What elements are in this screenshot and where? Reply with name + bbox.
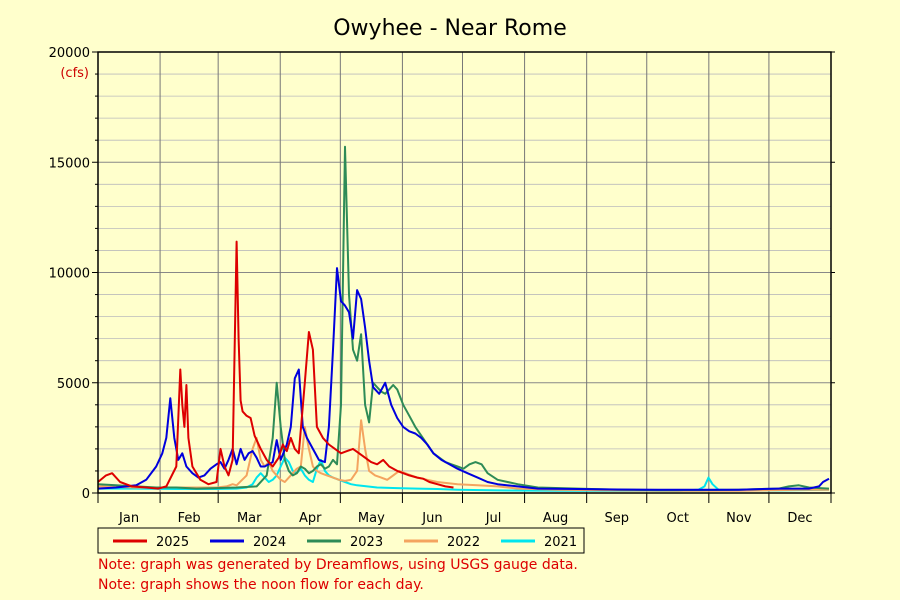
y-axis-unit: (cfs)	[60, 66, 89, 81]
x-tick-label: Jun	[421, 511, 442, 526]
chart-title: Owyhee - Near Rome	[333, 16, 567, 41]
series-line-2025	[97, 240, 454, 490]
x-tick-label: Apr	[299, 511, 322, 526]
x-tick-label: Mar	[237, 511, 262, 526]
y-tick-label: 5000	[57, 377, 90, 392]
x-tick-label: Jan	[118, 511, 139, 526]
legend-label-2021: 2021	[544, 535, 577, 550]
y-tick-label: 10000	[49, 267, 90, 282]
x-tick-label: Dec	[787, 511, 812, 526]
legend-label-2025: 2025	[156, 535, 189, 550]
x-tick-label: Sep	[604, 511, 629, 526]
y-tick-label: 20000	[49, 46, 90, 61]
grid-lines	[98, 52, 831, 493]
series-line-2022	[97, 419, 829, 492]
y-axis: 0 5000 10000 15000 20000	[49, 46, 835, 502]
series-lines	[97, 145, 830, 492]
note-noon-flow: Note: graph shows the noon flow for each…	[98, 577, 424, 593]
x-tick-label: Jul	[485, 511, 502, 526]
x-axis: Jan Feb Mar Apr May Jun Jul Aug Sep Oct Nov Dec	[97, 493, 832, 526]
series-line-2023	[97, 145, 830, 492]
x-tick-label: Feb	[178, 511, 201, 526]
y-tick-label: 15000	[49, 156, 90, 171]
series-line-2024	[97, 267, 830, 491]
note-source: Note: graph was generated by Dreamflows,…	[98, 557, 578, 573]
legend-label-2022: 2022	[447, 535, 480, 550]
legend-label-2024: 2024	[253, 535, 286, 550]
x-tick-label: Aug	[543, 511, 568, 526]
series-line-2021	[98, 456, 830, 492]
y-tick-label: 0	[82, 487, 90, 502]
x-tick-label: May	[358, 511, 385, 526]
x-tick-label: Oct	[667, 511, 689, 526]
legend-label-2023: 2023	[350, 535, 383, 550]
legend: 2025 2024 2023 2022 2021	[97, 527, 585, 554]
x-tick-label: Nov	[726, 511, 752, 526]
